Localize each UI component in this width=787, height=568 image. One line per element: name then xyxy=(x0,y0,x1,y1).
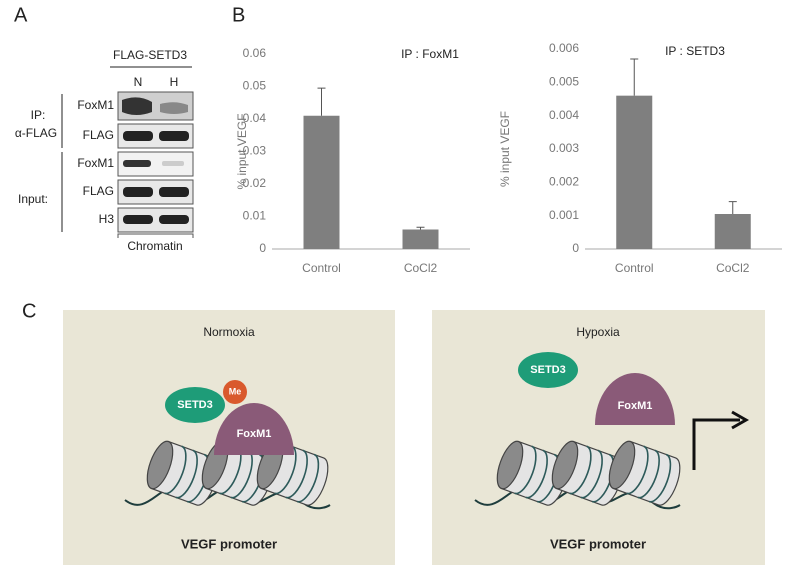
lane-label: H xyxy=(170,75,179,89)
bar xyxy=(714,214,751,249)
protein-label: SETD3 xyxy=(177,399,212,411)
diagram-panel xyxy=(432,310,765,565)
chart-title: IP : FoxM1 xyxy=(401,47,459,61)
diagram-title: Hypoxia xyxy=(576,325,620,339)
row-label: FLAG xyxy=(83,128,114,142)
y-tick-label: 0.006 xyxy=(549,41,579,55)
protein-label: Me xyxy=(229,386,242,396)
row-label: FLAG xyxy=(83,184,114,198)
y-tick-label: 0.02 xyxy=(243,176,267,190)
y-tick-label: 0.004 xyxy=(549,108,579,122)
lane-label: N xyxy=(134,75,143,89)
group-label: α-FLAG xyxy=(15,126,57,140)
bar xyxy=(616,95,653,250)
y-axis-label: % input VEGF xyxy=(235,113,249,189)
x-tick-label: CoCl2 xyxy=(404,261,438,275)
group-label: Input: xyxy=(18,192,48,206)
western-blot: FLAG-SETD3 N H FoxM1 FLAG FoxM1 FLAG H3 … xyxy=(15,48,194,253)
panel-label: C xyxy=(22,300,36,322)
diagram-title: Normoxia xyxy=(203,325,255,339)
diagram-caption: VEGF promoter xyxy=(181,536,277,551)
bar xyxy=(402,229,439,249)
y-tick-label: 0.04 xyxy=(243,111,267,125)
chart-title: IP : SETD3 xyxy=(665,44,725,58)
y-tick-label: 0.003 xyxy=(549,141,579,155)
y-tick-label: 0 xyxy=(259,241,266,255)
y-tick-label: 0.05 xyxy=(243,79,267,93)
y-tick-label: 0.06 xyxy=(243,46,267,60)
y-tick-label: 0.01 xyxy=(243,209,267,223)
protein-label: FoxM1 xyxy=(237,428,272,440)
blot-footer: Chromatin xyxy=(127,239,182,253)
y-tick-label: 0 xyxy=(572,241,579,255)
x-tick-label: Control xyxy=(302,261,341,275)
error-bar xyxy=(416,226,425,230)
y-tick-label: 0.002 xyxy=(549,175,579,189)
protein-label: SETD3 xyxy=(530,364,565,376)
row-label: H3 xyxy=(99,212,115,226)
row-label: FoxM1 xyxy=(77,98,114,112)
y-tick-label: 0.03 xyxy=(243,144,267,158)
panel-label: B xyxy=(232,4,245,26)
error-bar xyxy=(630,58,639,96)
error-bar xyxy=(728,201,737,214)
diagram-caption: VEGF promoter xyxy=(550,536,646,551)
x-tick-label: CoCl2 xyxy=(716,261,750,275)
y-tick-label: 0.005 xyxy=(549,75,579,89)
bar xyxy=(303,115,340,249)
panel-label: A xyxy=(14,4,28,26)
diagram: Normoxia Hypoxia SETD3 Me FoxM1 VEGF pro… xyxy=(63,310,765,565)
x-tick-label: Control xyxy=(615,261,654,275)
group-label: IP: xyxy=(31,108,46,122)
y-tick-label: 0.001 xyxy=(549,208,579,222)
y-axis-label: % input VEGF xyxy=(498,111,512,187)
row-label: FoxM1 xyxy=(77,156,114,170)
blot-header: FLAG-SETD3 xyxy=(113,48,187,62)
protein-label: FoxM1 xyxy=(618,400,653,412)
error-bar xyxy=(317,87,326,116)
